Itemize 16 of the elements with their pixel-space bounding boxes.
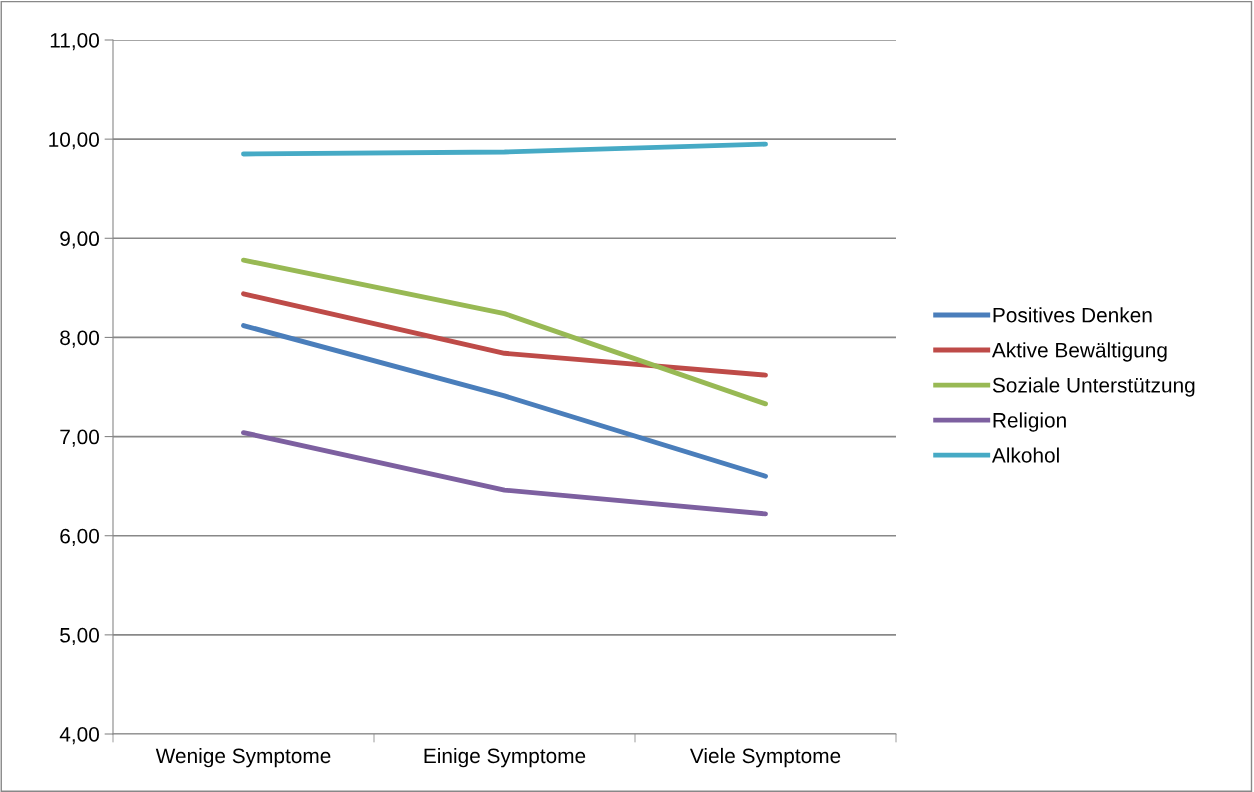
legend-label: Aktive Bewältigung (991, 342, 1167, 362)
y-tick-label: 6,00 (60, 528, 99, 546)
y-tick-label: 5,00 (60, 627, 99, 646)
y-tick-label: 7,00 (60, 429, 99, 447)
x-tick-label: Wenige Symptome (155, 747, 331, 768)
legend-label: Positives Denken (993, 307, 1152, 323)
legend-label: Alkohol (991, 447, 1059, 463)
y-tick-label: 11,00 (50, 33, 99, 51)
y-tick-label: 8,00 (60, 330, 99, 348)
legend-label: Soziale Unterstützung (992, 377, 1195, 397)
y-tick-label: 10,00 (49, 132, 99, 150)
x-tick-label: Viele Symptome (689, 747, 841, 768)
legend-label: Religion (993, 412, 1066, 432)
x-tick-label: Einige Symptome (424, 747, 586, 768)
y-tick-label: 9,00 (60, 231, 99, 249)
y-tick-label: 4,00 (59, 727, 99, 745)
